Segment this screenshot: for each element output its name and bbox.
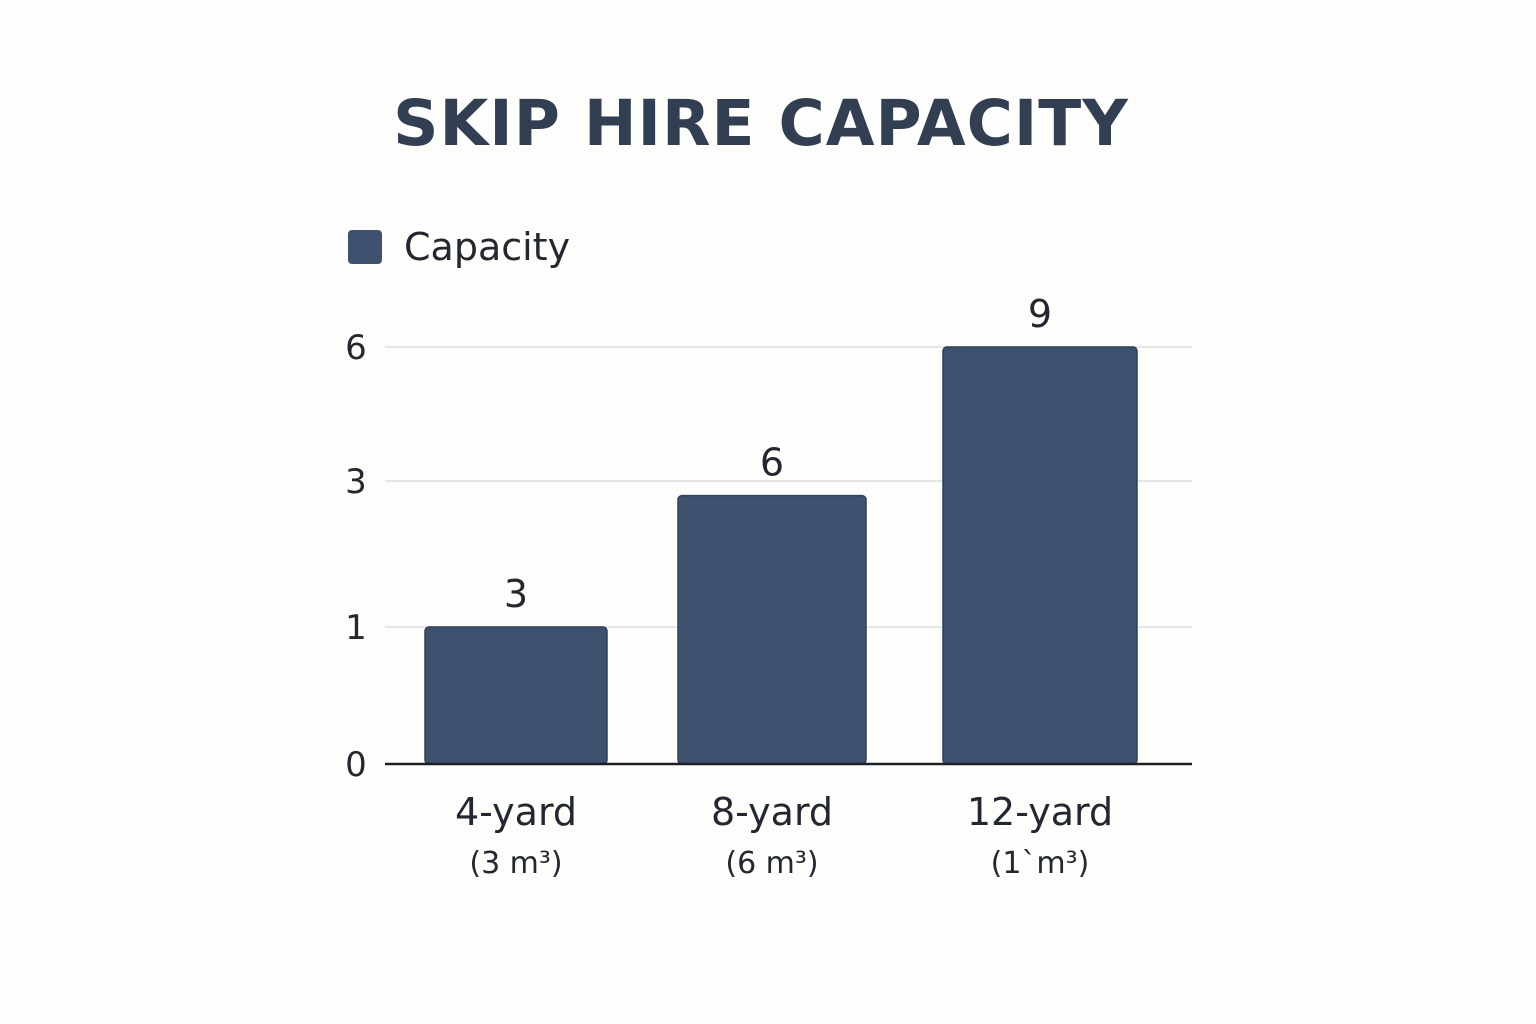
data-label: 3 <box>504 572 528 616</box>
y-tick-label: 0 <box>345 745 367 785</box>
x-tick-sublabel: (6 m³) <box>725 846 818 881</box>
x-tick-sublabel: (3 m³) <box>469 846 562 881</box>
label-layer: 0 1 3 6 3 4-yard (3 m³) 6 8-yard (6 m³) 9 12-yard (1… <box>345 292 1113 881</box>
bar <box>677 494 867 765</box>
data-label: 9 <box>1028 292 1052 336</box>
x-tick-label: 12-yard <box>967 790 1113 834</box>
y-tick-label: 6 <box>345 328 367 368</box>
data-label: 6 <box>760 441 784 485</box>
chart-title: SKIP HIRE CAPACITY <box>393 87 1129 160</box>
bar-layer <box>424 346 1138 765</box>
legend-swatch <box>348 230 382 264</box>
x-tick-label: 4-yard <box>455 790 577 834</box>
y-tick-label: 3 <box>345 462 367 502</box>
x-tick-label: 8-yard <box>711 790 833 834</box>
legend-label: Capacity <box>404 225 571 269</box>
bar <box>424 626 608 765</box>
legend: Capacity <box>348 222 570 272</box>
bar <box>942 346 1138 765</box>
y-tick-label: 1 <box>345 608 367 648</box>
x-tick-sublabel: (1`m³) <box>991 846 1090 881</box>
